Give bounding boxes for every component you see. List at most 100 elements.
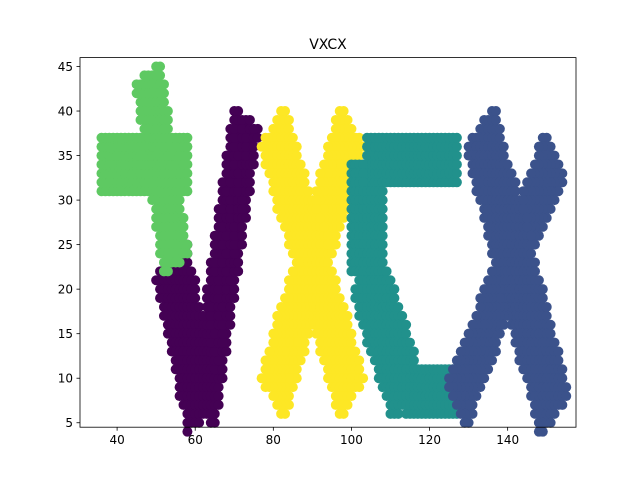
scatter-point — [475, 293, 486, 304]
scatter-point — [311, 204, 322, 215]
scatter-point — [162, 123, 173, 134]
scatter-point — [459, 337, 470, 348]
scatter-point — [225, 195, 236, 206]
scatter-point — [350, 346, 361, 357]
scatter-point — [541, 310, 552, 321]
scatter-point — [342, 310, 353, 321]
scatter-point — [342, 399, 353, 410]
scatter-point — [529, 257, 540, 268]
scatter-point — [330, 275, 341, 286]
scatter-point — [229, 106, 240, 117]
scatter-point — [334, 293, 345, 304]
scatter-point — [291, 141, 302, 152]
scatter-point — [280, 346, 291, 357]
scatter-point — [225, 275, 236, 286]
scatter-point — [162, 266, 173, 277]
scatter-point — [221, 230, 232, 241]
scatter-point — [198, 310, 209, 321]
scatter-point — [315, 212, 326, 223]
scatter-point — [221, 248, 232, 259]
scatter-point — [330, 114, 341, 125]
y-tick-label: 35 — [58, 149, 73, 163]
scatter-point — [237, 123, 248, 134]
scatter-point — [354, 132, 365, 143]
scatter-point — [295, 159, 306, 170]
series-2-points — [256, 106, 369, 419]
scatter-point — [483, 275, 494, 286]
scatter-point — [522, 177, 533, 188]
scatter-point — [229, 284, 240, 295]
y-tick-label: 5 — [65, 416, 73, 430]
scatter-point — [405, 337, 416, 348]
y-tick-label: 20 — [58, 282, 73, 296]
scatter-point — [323, 239, 333, 250]
scatter-point — [323, 141, 333, 152]
scatter-point — [248, 141, 259, 152]
scatter-point — [205, 417, 216, 428]
scatter-point — [529, 239, 540, 250]
y-axis: 5 10 15 20 25 30 35 40 45 — [58, 60, 80, 430]
plot-frame — [79, 57, 577, 428]
scatter-point — [522, 221, 533, 232]
scatter-point — [182, 257, 193, 268]
scatter-point — [182, 150, 193, 161]
scatter-point — [334, 159, 345, 170]
scatter-point — [209, 346, 220, 357]
scatter-point — [182, 239, 193, 250]
scatter-point — [209, 257, 220, 268]
scatter-point — [237, 239, 248, 250]
scatter-point — [174, 257, 185, 268]
scatter-point — [268, 328, 279, 339]
scatter-point — [537, 426, 548, 437]
scatter-point — [451, 399, 462, 410]
scatter-point — [287, 132, 298, 143]
y-tick-label: 40 — [58, 104, 73, 118]
scatter-point — [182, 248, 193, 259]
scatter-point — [561, 391, 572, 402]
scatter-point — [287, 266, 298, 277]
scatter-point — [549, 337, 560, 348]
scatter-point — [217, 301, 228, 312]
scatter-point — [174, 204, 185, 215]
scatter-point — [229, 230, 240, 241]
scatter-point — [533, 141, 544, 152]
scatter-point — [303, 186, 314, 197]
scatter-point — [272, 319, 283, 330]
scatter-point — [354, 355, 365, 366]
scatter-point — [346, 328, 357, 339]
scatter-point — [323, 168, 333, 179]
scatter-point — [260, 355, 271, 366]
scatter-point — [381, 266, 392, 277]
scatter-point — [240, 141, 251, 152]
scatter-point — [276, 301, 287, 312]
scatter-point — [186, 266, 197, 277]
scatter-point — [326, 266, 337, 277]
scatter-point — [518, 204, 529, 215]
scatter-point — [213, 399, 224, 410]
scatter-point — [213, 382, 224, 393]
scatter-point — [240, 212, 251, 223]
scatter-point — [229, 239, 240, 250]
scatter-point — [385, 275, 396, 286]
scatter-point — [221, 186, 232, 197]
scatter-point — [330, 132, 341, 143]
scatter-point — [283, 275, 294, 286]
scatter-point — [217, 373, 228, 384]
scatter-point — [221, 284, 232, 295]
y-tick-label: 45 — [58, 60, 73, 74]
scatter-point — [174, 195, 185, 206]
scatter-point — [217, 337, 228, 348]
scatter-point — [537, 132, 548, 143]
scatter-point — [209, 328, 220, 339]
scatter-point — [264, 346, 275, 357]
scatter-point — [557, 399, 568, 410]
scatter-point — [522, 212, 533, 223]
scatter-point — [377, 204, 388, 215]
scatter-point — [377, 239, 388, 250]
scatter-point — [244, 114, 255, 125]
scatter-point — [487, 266, 498, 277]
scatter-point — [299, 177, 310, 188]
scatter-point — [529, 266, 540, 277]
scatter-point — [209, 364, 220, 375]
scatter-point — [377, 221, 388, 232]
